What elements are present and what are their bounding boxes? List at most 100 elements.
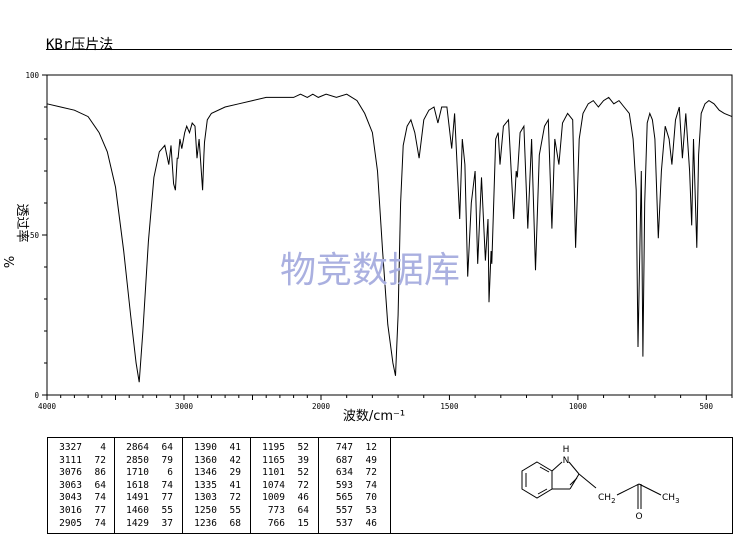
peak-transmittance: 74 — [94, 492, 106, 504]
peak-transmittance: 46 — [365, 517, 377, 529]
peak-row: 1491 77 — [115, 492, 182, 505]
peak-transmittance: 74 — [94, 517, 106, 529]
peak-row: 537 46 — [319, 518, 390, 531]
nitrogen-label: N — [563, 456, 570, 466]
peak-row: 1195 52 — [251, 442, 318, 455]
x-tick-label: 1500 — [440, 402, 459, 411]
peak-row: 1303 72 — [183, 492, 250, 505]
peak-wavenumber: 687 — [335, 454, 353, 466]
peak-row: 3327 4 — [48, 442, 114, 455]
peak-row: 3111 72 — [48, 455, 114, 468]
spectrum-line — [46, 93, 733, 383]
peak-wavenumber: 1165 — [262, 454, 285, 466]
peak-row: 1335 41 — [183, 480, 250, 493]
peak-row: 3043 74 — [48, 492, 114, 505]
ch2-label: CH2 — [598, 493, 616, 505]
plot-frame — [46, 74, 733, 396]
peak-transmittance: 46 — [297, 492, 309, 504]
peak-wavenumber: 634 — [335, 467, 353, 479]
peak-row: 1460 55 — [115, 505, 182, 518]
peak-row: 687 49 — [319, 455, 390, 468]
peak-row: 1074 72 — [251, 480, 318, 493]
peak-transmittance: 72 — [229, 492, 241, 504]
peak-transmittance: 12 — [365, 442, 377, 453]
peak-row: 773 64 — [251, 505, 318, 518]
peak-table-column-3: 1390 41 1360 42 1346 29 1335 41 1303 72 1250 55 1236… — [183, 438, 251, 533]
peak-row: 1101 52 — [251, 467, 318, 480]
peak-row: 1710 6 — [115, 467, 182, 480]
peak-transmittance: 53 — [365, 504, 377, 516]
peak-wavenumber: 537 — [335, 517, 353, 529]
peak-row: 3016 77 — [48, 505, 114, 518]
peak-transmittance: 70 — [365, 492, 377, 504]
header-divider — [46, 49, 732, 50]
peak-wavenumber: 3016 — [59, 504, 82, 516]
peak-row: 747 12 — [319, 442, 390, 455]
peak-row: 565 70 — [319, 492, 390, 505]
peak-wavenumber: 2864 — [126, 442, 149, 453]
x-tick-label: 1000 — [569, 402, 588, 411]
peak-transmittance: 41 — [229, 479, 241, 491]
peak-transmittance: 74 — [161, 479, 173, 491]
peak-transmittance: 52 — [297, 442, 309, 453]
peak-transmittance: 64 — [161, 442, 173, 453]
peak-row: 2850 79 — [115, 455, 182, 468]
y-axis-label: 透过率 — [14, 203, 30, 242]
peak-transmittance: 29 — [229, 467, 241, 479]
peak-wavenumber: 1101 — [262, 467, 285, 479]
peak-wavenumber: 2850 — [126, 454, 149, 466]
peak-wavenumber: 593 — [335, 479, 353, 491]
peak-wavenumber: 1390 — [194, 442, 217, 453]
peak-transmittance: 74 — [365, 479, 377, 491]
peak-wavenumber: 3043 — [59, 492, 82, 504]
x-tick-label: 3000 — [175, 402, 194, 411]
peak-wavenumber: 3327 — [59, 442, 82, 453]
y-tick-label: 0 — [34, 391, 39, 400]
peak-wavenumber: 1460 — [126, 504, 149, 516]
axis-tick-labels: 4000 3000 2000 1500 1000 500 0 50 100 — [25, 71, 713, 411]
peak-transmittance: 15 — [297, 517, 309, 529]
peak-transmittance: 68 — [229, 517, 241, 529]
y-axis-unit: % — [3, 256, 18, 268]
ir-spectrum-chart: 4000 3000 2000 1500 1000 500 0 50 100 物竞数据库 波数/c… — [3, 71, 733, 424]
peak-row: 766 15 — [251, 518, 318, 531]
peak-wavenumber: 1195 — [262, 442, 285, 453]
peak-wavenumber: 1491 — [126, 492, 149, 504]
peak-wavenumber: 1335 — [194, 479, 217, 491]
peak-row: 634 72 — [319, 467, 390, 480]
peak-transmittance: 72 — [94, 454, 106, 466]
peak-wavenumber: 3076 — [59, 467, 82, 479]
peak-wavenumber: 1360 — [194, 454, 217, 466]
peak-transmittance: 37 — [161, 517, 173, 529]
peak-transmittance: 55 — [161, 504, 173, 516]
peak-table-column-2: 2864 64 2850 79 1710 6 1618 74 1491 77 1460 55 1429 3… — [115, 438, 183, 533]
peak-table-column-4: 1195 52 1165 39 1101 52 1074 72 1009 46 773 64 766 15 — [251, 438, 319, 533]
peak-wavenumber: 1236 — [194, 517, 217, 529]
ch3-label: CH3 — [662, 493, 680, 505]
peak-transmittance: 64 — [94, 479, 106, 491]
peak-transmittance: 42 — [229, 454, 241, 466]
peak-row: 557 53 — [319, 505, 390, 518]
peak-transmittance: 41 — [229, 442, 241, 453]
x-axis-label: 波数/cm⁻¹ — [343, 409, 405, 424]
peak-wavenumber: 1009 — [262, 492, 285, 504]
y-tick-label: 50 — [30, 231, 40, 240]
peak-wavenumber: 766 — [267, 517, 285, 529]
peak-wavenumber: 1250 — [194, 504, 217, 516]
peak-transmittance: 39 — [297, 454, 309, 466]
x-tick-label: 2000 — [312, 402, 331, 411]
peak-row: 1618 74 — [115, 480, 182, 493]
peak-wavenumber: 1303 — [194, 492, 217, 504]
molecular-structure: H N CH2 CH3 O — [521, 445, 680, 522]
peak-row: 1390 41 — [183, 442, 250, 455]
peak-table-column-1: 3327 4 3111 72 3076 86 3063 64 3043 74 3016 77 2905 7… — [48, 438, 115, 533]
x-tick-label: 4000 — [38, 402, 57, 411]
peak-row: 1360 42 — [183, 455, 250, 468]
peak-wavenumber: 3063 — [59, 479, 82, 491]
peak-transmittance: 6 — [167, 467, 173, 479]
y-tick-label: 100 — [25, 71, 39, 80]
peak-wavenumber: 3111 — [59, 454, 82, 466]
peak-row: 1429 37 — [115, 518, 182, 531]
peak-transmittance: 72 — [297, 479, 309, 491]
peak-wavenumber: 1710 — [126, 467, 149, 479]
